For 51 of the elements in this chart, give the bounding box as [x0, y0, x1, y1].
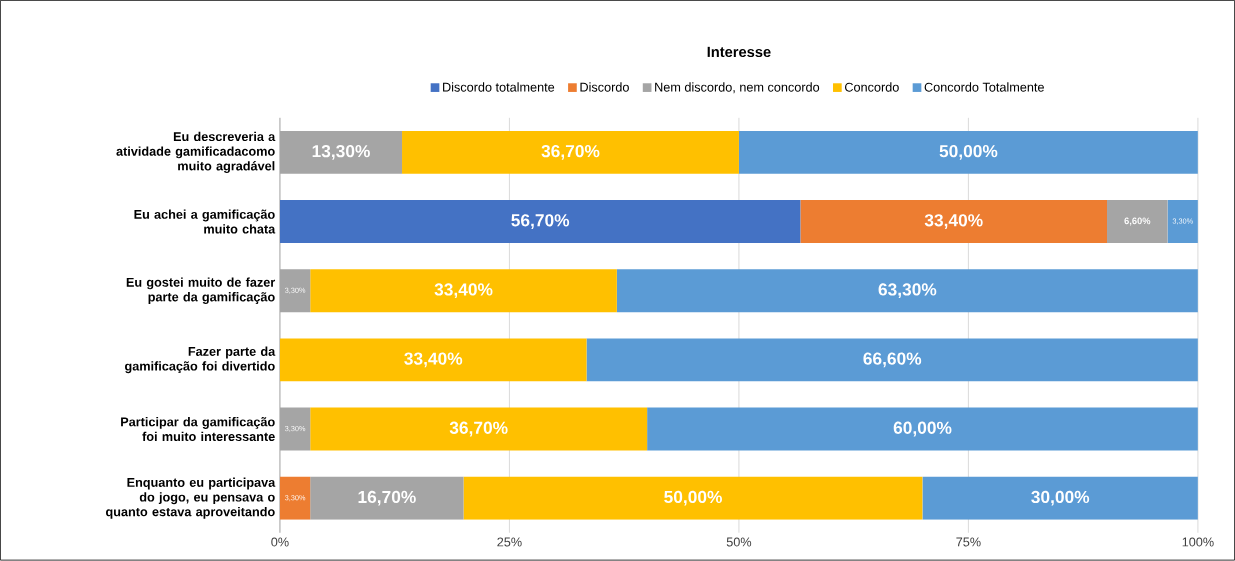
legend-label: Concordo — [845, 82, 899, 92]
chart-title: Interesse — [707, 47, 771, 58]
data-label: 30,00% — [1031, 491, 1090, 506]
y-tick-label: Eu descreveria a atividade gamificadacomo muito agradável — [116, 132, 276, 174]
bar — [279, 407, 311, 451]
data-label: 66,60% — [863, 352, 922, 368]
legend-label: Discordo — [580, 82, 629, 92]
bar — [616, 269, 1198, 313]
bar — [279, 269, 311, 313]
bar — [1107, 200, 1168, 244]
data-label: 33,40% — [404, 352, 463, 368]
y-tick-label: Enquanto eu participava do jogo, eu pensava o quanto estava aproveitando — [106, 477, 276, 520]
data-label: 16,70% — [358, 491, 416, 506]
bar — [647, 407, 1198, 451]
bar — [279, 338, 587, 382]
bar — [310, 269, 617, 313]
bar — [279, 200, 801, 244]
x-tick-label: 25% — [497, 537, 522, 547]
data-label: 63,30% — [878, 283, 937, 299]
bar — [1167, 200, 1198, 244]
data-label: 60,00% — [893, 421, 952, 437]
legend-label: Discordo totalmente — [443, 82, 555, 92]
bar — [586, 338, 1198, 382]
bar — [922, 476, 1198, 520]
data-label: 6,60% — [1124, 217, 1151, 226]
data-label: 33,40% — [924, 214, 983, 230]
bar — [279, 476, 311, 520]
bar — [279, 131, 403, 175]
x-tick-label: 100% — [1182, 537, 1214, 547]
bar — [310, 476, 464, 520]
data-label: 13,30% — [312, 145, 370, 161]
y-tick-label: Fazer parte da gamificação foi divertido — [125, 346, 276, 374]
data-label: 50,00% — [939, 145, 998, 161]
legend-label: Nem discordo, nem concordo — [655, 82, 820, 94]
x-tick-label: 50% — [726, 537, 752, 547]
x-tick-label: 75% — [956, 537, 981, 547]
data-label: 33,40% — [434, 283, 493, 299]
y-tick-label: Participar da gamificação foi muito interessante — [121, 417, 275, 442]
x-tick-label: 0% — [271, 537, 289, 547]
data-label: 56,70% — [511, 214, 570, 230]
bar — [738, 131, 1198, 175]
data-label: 50,00% — [664, 491, 722, 506]
data-label: 36,70% — [541, 145, 600, 161]
bar — [463, 476, 923, 520]
y-tick-label: Eu gostei muito de fazer parte da gamificação — [126, 277, 276, 305]
data-label: 36,70% — [449, 421, 508, 437]
bar — [402, 131, 739, 175]
legend-label: Concordo Totalmente — [924, 82, 1044, 92]
y-tick-label: Eu achei a gamificação muito chata — [134, 209, 276, 234]
bar — [800, 200, 1108, 244]
bar — [310, 407, 648, 451]
